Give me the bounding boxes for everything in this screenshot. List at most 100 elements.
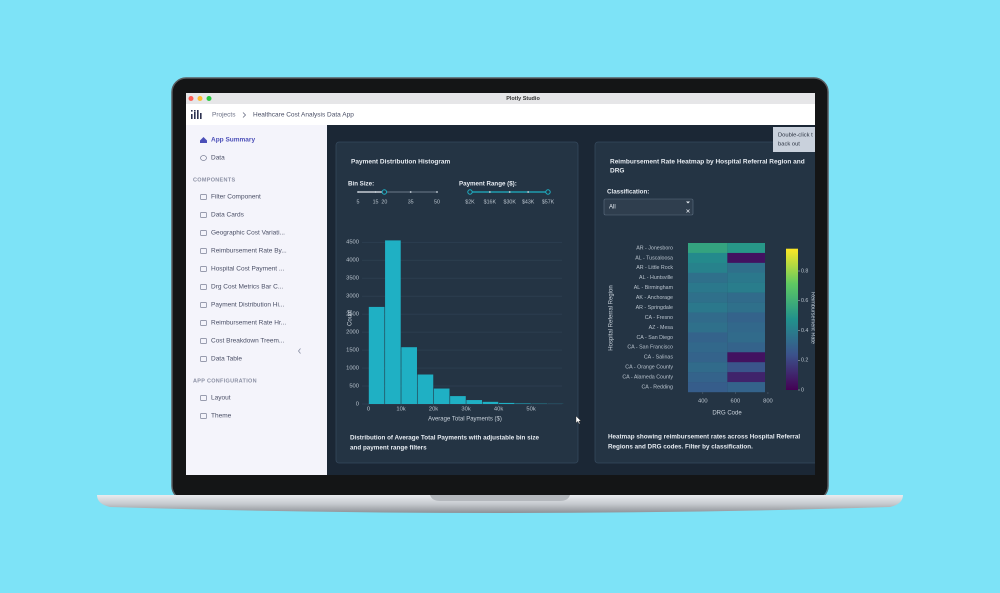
breadcrumb-link[interactable]: Projects — [212, 112, 236, 119]
y-axis-label: Count — [348, 310, 354, 326]
nav-item[interactable]: Filter Component — [211, 194, 261, 201]
nav-item[interactable]: App Summary — [211, 137, 255, 144]
heatmap-cell[interactable] — [688, 292, 728, 303]
nav-icon — [200, 230, 207, 236]
section-heading: COMPONENTS — [193, 177, 235, 183]
icon-shape — [200, 320, 207, 326]
nav-item[interactable]: Hospital Cost Payment ... — [211, 266, 285, 273]
nav-item[interactable]: Data Cards — [211, 212, 245, 219]
nav-icon — [200, 194, 207, 200]
y-tick-label: AZ - Mesa — [649, 325, 673, 331]
nav-icon — [200, 395, 207, 401]
histogram-bar[interactable] — [450, 396, 466, 404]
nav-icon — [200, 212, 207, 218]
heatmap-cell[interactable] — [727, 352, 765, 363]
nav-item[interactable]: Geographic Cost Variati... — [211, 230, 285, 237]
heatmap-cell[interactable] — [727, 362, 765, 373]
icon-shape — [200, 230, 207, 236]
breadcrumb-separator — [242, 112, 247, 118]
collapse-button[interactable] — [297, 348, 301, 354]
histogram-bar[interactable] — [417, 374, 434, 404]
heatmap-cell[interactable] — [688, 362, 728, 373]
icon-shape — [200, 395, 207, 401]
dropdown-clear[interactable] — [686, 209, 690, 213]
histogram-bar[interactable] — [498, 402, 515, 404]
nav-item[interactable]: Reimbursement Rate By... — [211, 248, 287, 255]
colorbar-title: Reimbursement Rate — [810, 292, 816, 344]
histogram-bar[interactable] — [482, 401, 499, 404]
tooltip-text: back out — [778, 142, 800, 148]
x-tick-label: 0 — [367, 407, 370, 413]
heatmap-cell[interactable] — [688, 272, 728, 283]
nav-item[interactable]: Payment Distribution Hi... — [211, 302, 285, 309]
minimize-button[interactable] — [197, 96, 203, 101]
heatmap-cell[interactable] — [688, 352, 728, 363]
classification-dropdown[interactable] — [603, 198, 694, 216]
nav-item[interactable]: Layout — [211, 395, 231, 402]
slider-mark — [527, 191, 530, 193]
nav-icon — [200, 302, 207, 308]
heatmap-cell[interactable] — [727, 332, 765, 343]
y-tick-label: AR - Little Rock — [636, 265, 673, 271]
slider-label: Bin Size: — [348, 181, 374, 188]
slider-handle[interactable] — [545, 189, 551, 195]
heatmap-cell[interactable] — [688, 302, 728, 313]
x-tick-label: 600 — [731, 399, 741, 405]
colorbar-tick-label: 0.8 — [801, 268, 808, 274]
sidebar-nav: App Summary Data COMPONENTS Filter Componen… — [193, 137, 287, 420]
nav-item[interactable]: Data — [211, 155, 225, 162]
zoom-button[interactable] — [206, 96, 212, 101]
icon-shape — [200, 137, 207, 143]
heatmap-cell[interactable] — [727, 272, 765, 283]
dropdown-arrow[interactable] — [686, 201, 690, 204]
y-tick-label: 4000 — [346, 258, 359, 264]
x-tick-label: 10k — [396, 407, 405, 413]
tooltip — [773, 127, 815, 152]
heatmap: AR - Jonesboro AL - Tuscaloosa AR - Little… — [622, 243, 808, 405]
nav-item[interactable]: Reimbursement Rate Hr... — [211, 320, 286, 327]
y-tick-label: AL - Tuscaloosa — [635, 255, 673, 261]
heatmap-cell[interactable] — [688, 243, 728, 254]
heatmap-cell[interactable] — [688, 262, 728, 273]
heatmap-cell[interactable] — [688, 282, 728, 293]
logo[interactable] — [191, 110, 202, 119]
icon-shape — [200, 338, 207, 344]
heatmap-cell[interactable] — [727, 243, 765, 254]
heatmap-cell[interactable] — [727, 252, 765, 264]
slider-handle[interactable] — [381, 189, 388, 195]
heatmap-cell[interactable] — [688, 372, 728, 383]
heatmap-cell[interactable] — [688, 312, 728, 323]
heatmap-cell[interactable] — [727, 342, 765, 353]
nav-item[interactable]: Data Table — [211, 356, 242, 363]
nav-icon — [200, 155, 207, 161]
x-tick-label: 30k — [461, 407, 470, 413]
histogram-bar[interactable] — [401, 347, 417, 404]
heatmap-cell[interactable] — [727, 282, 765, 293]
histogram-bar[interactable] — [368, 306, 385, 404]
heatmap-cell[interactable] — [727, 302, 765, 313]
heatmap-cell[interactable] — [727, 382, 765, 393]
heatmap-cell[interactable] — [727, 292, 765, 303]
slider-mark-label: 20 — [381, 199, 387, 205]
slider-mark-label: 5 — [357, 199, 360, 205]
heatmap-cell[interactable] — [727, 312, 765, 323]
histogram-bar[interactable] — [433, 388, 450, 404]
nav-item[interactable]: Cost Breakdown Treem... — [211, 338, 285, 345]
heatmap-cell[interactable] — [688, 322, 728, 333]
histogram-bar[interactable] — [385, 240, 401, 404]
slider-handle[interactable] — [467, 189, 473, 195]
icon-shape — [200, 356, 207, 362]
histogram-bar[interactable] — [466, 400, 483, 404]
slider-mark — [508, 191, 511, 193]
heatmap-cell[interactable] — [688, 382, 728, 393]
nav-item[interactable]: Theme — [211, 413, 232, 420]
heatmap-cell[interactable] — [688, 332, 728, 343]
nav-item[interactable]: Drg Cost Metrics Bar C... — [211, 284, 283, 291]
heatmap-cell[interactable] — [727, 372, 765, 383]
histogram-bar[interactable] — [515, 403, 531, 404]
heatmap-cell[interactable] — [688, 342, 728, 353]
heatmap-cell[interactable] — [727, 262, 765, 273]
heatmap-cell[interactable] — [727, 322, 765, 333]
close-button[interactable] — [188, 96, 194, 101]
heatmap-cell[interactable] — [688, 252, 728, 264]
